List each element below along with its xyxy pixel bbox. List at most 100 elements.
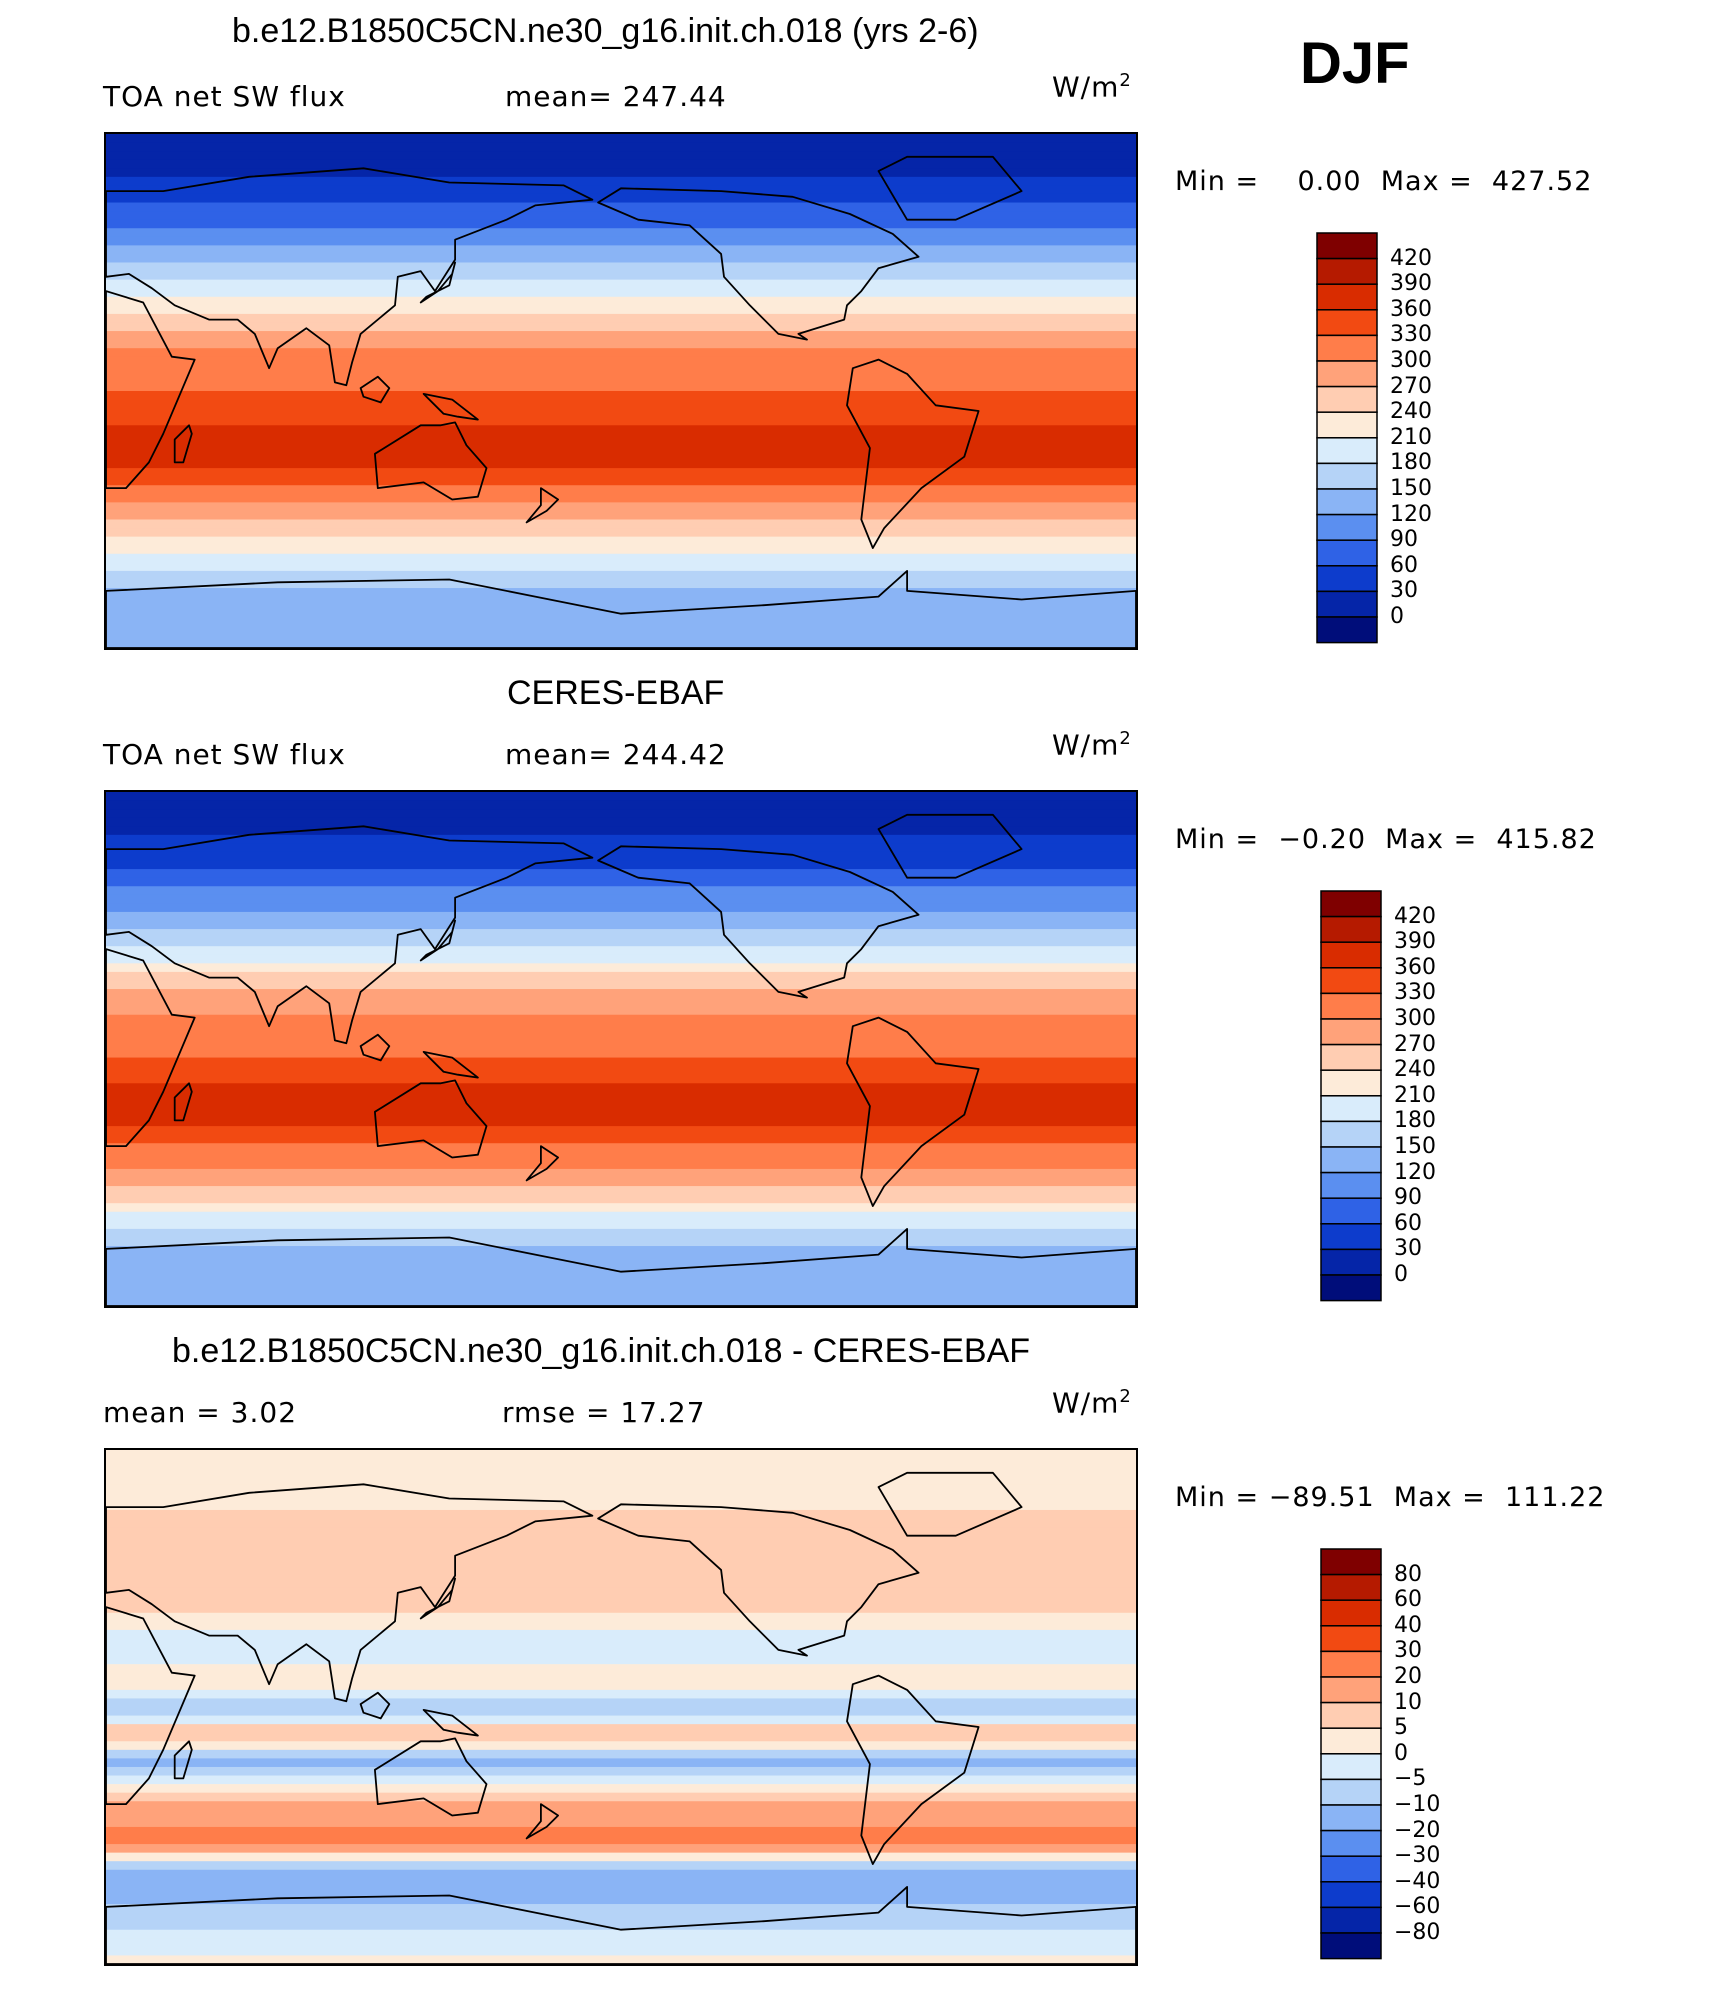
coastline — [525, 487, 560, 524]
field-band — [106, 1049, 1136, 1059]
field-band — [106, 1126, 1136, 1136]
colorbar-tick-label: 300 — [1390, 348, 1432, 373]
coastlines — [106, 813, 1136, 1306]
field-band — [106, 211, 1136, 221]
field-band — [106, 1612, 1136, 1622]
field-band — [106, 622, 1136, 632]
colorbar-box — [1316, 565, 1378, 593]
colorbar-box — [1320, 1018, 1382, 1046]
field-band — [106, 971, 1136, 982]
field-band — [106, 1835, 1136, 1845]
field-band — [106, 1228, 1136, 1239]
field-band — [106, 1186, 1136, 1196]
coastline — [525, 1803, 560, 1840]
coastline — [106, 1483, 594, 1703]
field-band — [106, 519, 1136, 529]
map-canvas — [106, 792, 1136, 1306]
colorbar-box — [1320, 1095, 1382, 1123]
field-band — [106, 399, 1136, 409]
field-band — [106, 1561, 1136, 1571]
coastline — [597, 1503, 920, 1657]
colorbar-box — [1320, 967, 1382, 995]
map-model — [104, 132, 1138, 650]
field-band — [106, 613, 1136, 623]
colorbar-box — [1316, 616, 1378, 644]
map-obs — [104, 790, 1138, 1308]
colorbar-box — [1320, 1932, 1382, 1960]
field-band — [106, 809, 1136, 819]
coastline — [373, 1079, 488, 1159]
coastline — [846, 1674, 980, 1866]
min-max-label: Min = −0.20 Max = 415.82 — [1175, 824, 1597, 855]
colorbar-box — [1320, 915, 1382, 943]
colorbar-tick-label: 10 — [1394, 1689, 1422, 1715]
field-band — [106, 1552, 1136, 1562]
colorbar-box — [1316, 385, 1378, 413]
colorbar-tick-label: −30 — [1394, 1843, 1441, 1869]
coastline — [106, 290, 196, 490]
colorbar-boxes — [1320, 1548, 1382, 1960]
colorbar-tick-label: 420 — [1390, 245, 1432, 271]
colorbar-box — [1316, 539, 1378, 567]
field-band — [106, 1484, 1136, 1494]
field-band — [106, 800, 1136, 810]
field-band — [106, 262, 1136, 272]
field-band — [106, 425, 1136, 435]
colorbar-tick-label: 180 — [1390, 450, 1432, 476]
field-bands — [106, 134, 1136, 648]
coastline — [359, 1691, 391, 1720]
field-band — [106, 1861, 1136, 1871]
field-band — [106, 545, 1136, 555]
colorbar-box — [1316, 513, 1378, 541]
field-band — [106, 954, 1136, 964]
units-label: W/m2 — [1052, 728, 1132, 762]
field-band — [106, 980, 1136, 990]
colorbar-tick-label: 40 — [1394, 1612, 1422, 1638]
field-band — [106, 1595, 1136, 1605]
field-band — [106, 450, 1136, 461]
field-band — [106, 1664, 1136, 1674]
field-band — [106, 1220, 1136, 1230]
field-band — [106, 596, 1136, 606]
field-band — [106, 826, 1136, 836]
field-band — [106, 1263, 1136, 1273]
mean-label: mean= 244.42 — [505, 738, 727, 771]
colorbar-box — [1320, 1676, 1382, 1704]
map-canvas — [106, 134, 1136, 648]
colorbar-box — [1320, 992, 1382, 1020]
colorbar-box — [1316, 488, 1378, 516]
coastline — [422, 1708, 479, 1737]
colorbar-box — [1320, 1171, 1382, 1199]
colorbar-tick-label: 270 — [1390, 373, 1432, 399]
field-band — [106, 1501, 1136, 1511]
field-band — [106, 391, 1136, 401]
field-band — [106, 134, 1136, 144]
field-band — [106, 408, 1136, 418]
colorbar-box — [1320, 1753, 1382, 1781]
field-band — [106, 271, 1136, 281]
field-band — [106, 1134, 1136, 1144]
colorbar-tick-label: 210 — [1394, 1082, 1436, 1108]
colorbar-boxes — [1316, 232, 1378, 644]
field-band — [106, 536, 1136, 546]
colorbar-box — [1316, 283, 1378, 311]
coastline — [359, 1033, 391, 1062]
field-band — [106, 639, 1136, 648]
colorbar-tick-label: 0 — [1394, 1262, 1408, 1287]
colorbar-tick-label: 30 — [1394, 1638, 1422, 1664]
colorbar-tick-label: −10 — [1394, 1792, 1441, 1817]
field-band — [106, 929, 1136, 939]
field-band — [106, 1629, 1136, 1640]
field-band — [106, 851, 1136, 862]
field-band — [106, 1749, 1136, 1759]
field-band — [106, 1724, 1136, 1734]
field-band — [106, 1475, 1136, 1485]
field-band — [106, 1921, 1136, 1931]
colorbar-tick-label: 390 — [1390, 271, 1432, 297]
colorbar-box — [1320, 890, 1382, 918]
field-band — [106, 510, 1136, 521]
colorbar-tick-label: 120 — [1394, 1159, 1436, 1185]
colorbar-box — [1320, 1625, 1382, 1653]
colorbar-box — [1316, 462, 1378, 490]
coastline — [422, 1050, 479, 1079]
